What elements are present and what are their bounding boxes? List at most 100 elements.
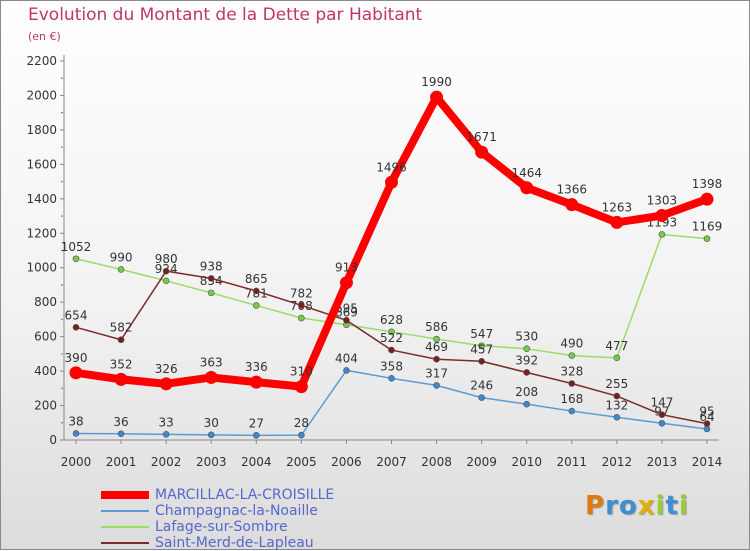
- x-tick-label: 2007: [376, 455, 407, 469]
- legend-swatch: [101, 510, 149, 512]
- legend-swatch: [101, 491, 149, 499]
- y-minor-tick: [61, 146, 63, 148]
- data-label: 530: [515, 330, 538, 344]
- y-minor-tick: [61, 77, 63, 80]
- data-point: [388, 346, 395, 354]
- data-point: [69, 366, 83, 380]
- data-label: 363: [200, 355, 223, 369]
- y-tick-label: 600: [34, 330, 57, 344]
- data-point: [655, 209, 669, 223]
- data-label: 654: [65, 308, 88, 322]
- data-point: [343, 367, 350, 374]
- y-minor-tick: [61, 111, 63, 114]
- legend-label: MARCILLAC-LA-CROISILLE: [155, 487, 335, 503]
- x-tick-label: 2001: [106, 455, 137, 469]
- data-point: [568, 407, 576, 415]
- data-point: [388, 375, 395, 382]
- data-point: [565, 198, 579, 212]
- data-label: 132: [605, 398, 628, 412]
- data-point: [613, 392, 621, 400]
- data-label: 392: [515, 353, 538, 367]
- data-label: 1303: [647, 194, 678, 208]
- data-label: 33: [159, 415, 174, 429]
- logo-letter: t: [665, 491, 679, 521]
- data-point: [568, 380, 576, 387]
- data-point: [610, 215, 624, 229]
- y-tick-label: 800: [34, 295, 57, 309]
- data-point: [523, 369, 531, 376]
- x-tick-label: 2011: [557, 455, 588, 469]
- data-label: 404: [335, 351, 358, 365]
- data-point: [162, 267, 170, 275]
- data-label: 938: [200, 259, 223, 273]
- y-minor-tick: [61, 318, 63, 321]
- data-point: [117, 266, 125, 273]
- legend-label: Champagnac-la-Noaille: [155, 503, 318, 519]
- data-label: 36: [113, 415, 128, 429]
- data-point: [207, 431, 215, 439]
- data-point: [114, 372, 128, 386]
- data-label: 1398: [692, 177, 723, 191]
- data-label: 980: [155, 252, 178, 266]
- data-label: 669: [335, 306, 358, 320]
- data-point: [159, 377, 173, 391]
- data-point: [204, 370, 218, 384]
- data-label: 477: [605, 339, 628, 353]
- data-label: 352: [110, 357, 133, 371]
- data-point: [658, 411, 666, 418]
- y-tick-label: 1000: [26, 261, 57, 275]
- data-point: [72, 255, 80, 263]
- data-label: 1052: [61, 240, 92, 254]
- data-label: 326: [155, 362, 178, 376]
- y-minor-tick: [61, 249, 63, 252]
- data-point: [252, 287, 260, 295]
- data-label: 490: [560, 337, 583, 351]
- y-minor-tick: [61, 215, 63, 217]
- logo-letter: x: [637, 491, 656, 521]
- data-point: [207, 275, 215, 282]
- y-tick-label: 0: [49, 433, 57, 447]
- data-label: 64: [699, 410, 714, 424]
- data-label: 1366: [557, 183, 588, 197]
- data-label: 782: [290, 286, 313, 300]
- data-label: 328: [560, 364, 583, 378]
- data-point: [72, 324, 80, 331]
- data-label: 168: [560, 392, 583, 406]
- logo-letter: i: [655, 491, 666, 521]
- x-tick-label: 2013: [647, 455, 678, 469]
- data-label: 1464: [511, 166, 542, 180]
- data-point: [252, 302, 260, 309]
- data-point: [703, 420, 711, 427]
- x-tick-label: 2006: [331, 455, 362, 469]
- x-tick-label: 2000: [61, 455, 92, 469]
- data-label: 547: [470, 327, 493, 341]
- data-label: 1990: [421, 75, 452, 89]
- y-tick-label: 1800: [26, 123, 57, 137]
- data-point: [252, 432, 260, 439]
- logo-letter: o: [618, 491, 638, 521]
- data-label: 1263: [602, 200, 633, 214]
- data-label: 147: [650, 396, 673, 410]
- data-label: 246: [470, 379, 493, 393]
- x-tick-label: 2010: [511, 455, 542, 469]
- y-tick-label: 2200: [26, 54, 57, 68]
- y-tick-label: 1400: [26, 192, 57, 206]
- data-label: 208: [515, 385, 538, 399]
- data-label: 582: [110, 321, 133, 335]
- y-tick-label: 1600: [26, 157, 57, 171]
- data-label: 990: [110, 250, 133, 264]
- data-label: 457: [470, 342, 493, 356]
- data-point: [162, 277, 170, 285]
- chart-title: Evolution du Montant de la Dette par Hab…: [28, 5, 423, 25]
- data-label: 1671: [466, 130, 497, 144]
- data-label: 522: [380, 331, 403, 345]
- data-point: [433, 382, 440, 389]
- data-point: [658, 419, 666, 427]
- data-point: [613, 413, 621, 421]
- data-label: 38: [68, 414, 83, 428]
- data-label: 586: [425, 320, 448, 334]
- data-point: [117, 430, 125, 438]
- data-point: [343, 316, 350, 324]
- x-tick-label: 2003: [196, 455, 227, 469]
